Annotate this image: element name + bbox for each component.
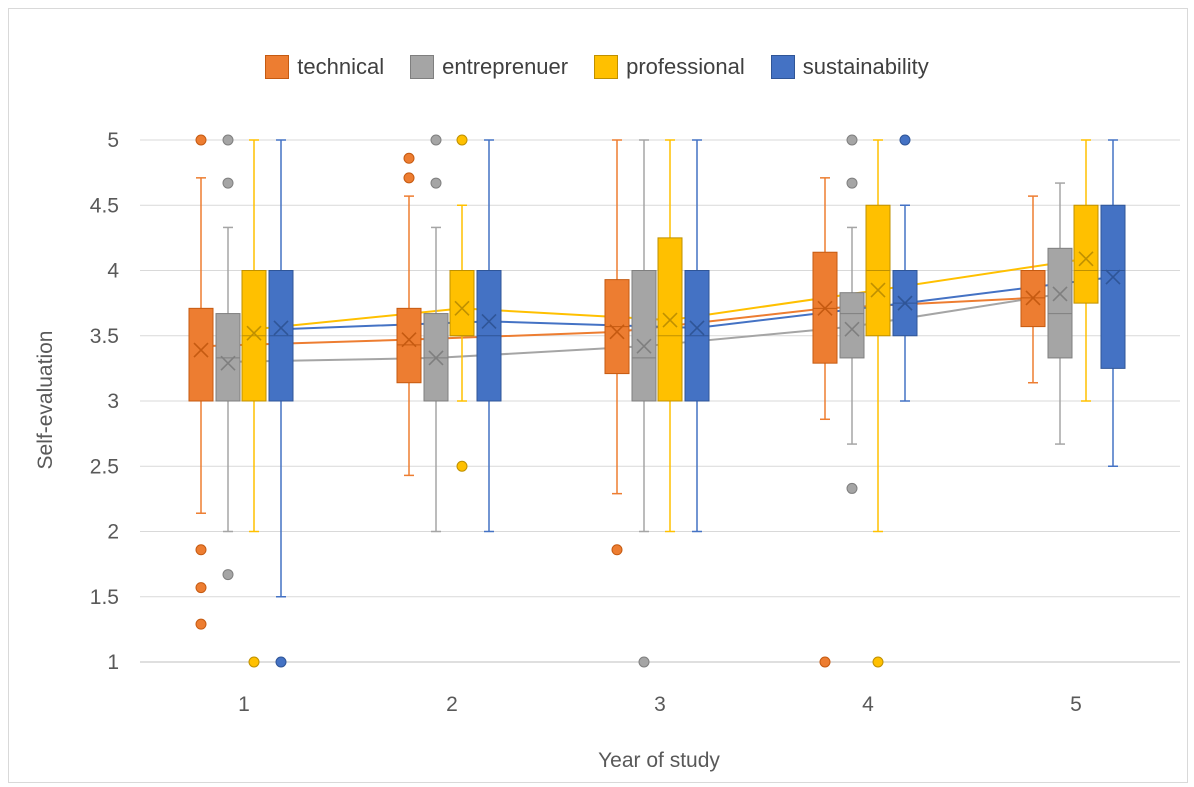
outlier-point[interactable] [403, 172, 415, 184]
box[interactable] [1047, 247, 1073, 359]
y-tick-label: 4 [107, 260, 119, 283]
mean-marker [401, 332, 417, 348]
mean-marker [844, 321, 860, 337]
mean-marker [481, 313, 497, 329]
legend-swatch-technical [265, 55, 290, 79]
outlier-point[interactable] [248, 656, 260, 668]
series-professional [241, 134, 1099, 668]
legend-item-technical[interactable]: technical [265, 54, 384, 80]
x-tick-label: 2 [446, 693, 458, 716]
x-tick-label: 5 [1070, 693, 1082, 716]
mean-marker [1025, 290, 1041, 306]
box[interactable] [215, 313, 241, 402]
outlier-point[interactable] [222, 134, 234, 146]
y-tick-label: 4.5 [90, 194, 119, 217]
outlier-point[interactable] [846, 134, 858, 146]
outlier-point[interactable] [430, 177, 442, 189]
outlier-point[interactable] [846, 177, 858, 189]
box[interactable] [396, 307, 422, 384]
mean-marker [609, 324, 625, 340]
legend-label-technical: technical [297, 54, 385, 79]
series-entreprenuer [215, 134, 1073, 668]
outlier-point[interactable] [195, 582, 207, 594]
series-sustainability [268, 134, 1126, 668]
outlier-point[interactable] [872, 656, 884, 668]
series-technical [188, 134, 1046, 668]
mean-marker [246, 325, 262, 341]
box[interactable] [449, 270, 475, 337]
axes: 1 1.5 2 2.5 3 3.5 4 4.5 5 1 2 3 4 5 [90, 129, 1082, 716]
box[interactable] [1073, 204, 1099, 304]
y-tick-label: 2.5 [90, 455, 119, 478]
mean-marker [636, 338, 652, 354]
x-tick-label: 1 [238, 693, 250, 716]
legend-label-sustainability: sustainability [802, 54, 929, 79]
outlier-point[interactable] [899, 134, 911, 146]
box[interactable] [188, 307, 214, 402]
y-tick-label: 3 [107, 390, 119, 413]
outlier-point[interactable] [403, 152, 415, 164]
mean-marker [817, 300, 833, 316]
mean-trend-lines [200, 257, 1114, 363]
box[interactable] [1100, 204, 1126, 369]
outlier-point[interactable] [430, 134, 442, 146]
mean-marker [897, 295, 913, 311]
box[interactable] [657, 237, 683, 402]
mean-marker [220, 355, 236, 371]
outlier-point[interactable] [819, 656, 831, 668]
outlier-point[interactable] [195, 544, 207, 556]
x-tick-label: 3 [654, 693, 666, 716]
mean-marker [662, 312, 678, 328]
box[interactable] [839, 292, 865, 359]
mean-marker [1078, 251, 1094, 267]
y-tick-label: 3.5 [90, 325, 119, 348]
legend-item-professional[interactable]: professional [594, 54, 745, 80]
mean-marker [454, 300, 470, 316]
legend-swatch-sustainability [770, 55, 795, 79]
outlier-point[interactable] [222, 177, 234, 189]
mean-marker [428, 350, 444, 366]
box-series [188, 134, 1126, 668]
mean-marker [273, 320, 289, 336]
outlier-point[interactable] [275, 656, 287, 668]
outlier-point[interactable] [195, 134, 207, 146]
mean-marker [193, 342, 209, 358]
legend-swatch-entreprenuer [410, 55, 435, 79]
outlier-point[interactable] [456, 460, 468, 472]
x-axis-title: Year of study [598, 749, 720, 772]
y-tick-label: 1 [107, 651, 119, 674]
legend: technical entreprenuer professional sust… [0, 54, 1194, 80]
outlier-point[interactable] [638, 656, 650, 668]
y-tick-label: 2 [107, 521, 119, 544]
y-tick-label: 1.5 [90, 586, 119, 609]
box[interactable] [631, 270, 657, 402]
x-tick-label: 4 [862, 693, 874, 716]
legend-label-entreprenuer: entreprenuer [442, 54, 569, 79]
outlier-point[interactable] [222, 569, 234, 581]
outlier-point[interactable] [611, 544, 623, 556]
legend-item-sustainability[interactable]: sustainability [770, 54, 929, 80]
legend-item-entreprenuer[interactable]: entreprenuer [410, 54, 568, 80]
mean-marker [870, 282, 886, 298]
outlier-point[interactable] [456, 134, 468, 146]
mean-marker [1052, 286, 1068, 302]
outlier-point[interactable] [195, 618, 207, 630]
legend-label-professional: professional [626, 54, 745, 79]
mean-marker [689, 320, 705, 336]
y-axis-title: Self-evaluation [34, 331, 57, 470]
y-tick-label: 5 [107, 129, 119, 152]
legend-swatch-professional [594, 55, 619, 79]
outlier-point[interactable] [846, 482, 858, 494]
mean-marker [1105, 269, 1121, 285]
